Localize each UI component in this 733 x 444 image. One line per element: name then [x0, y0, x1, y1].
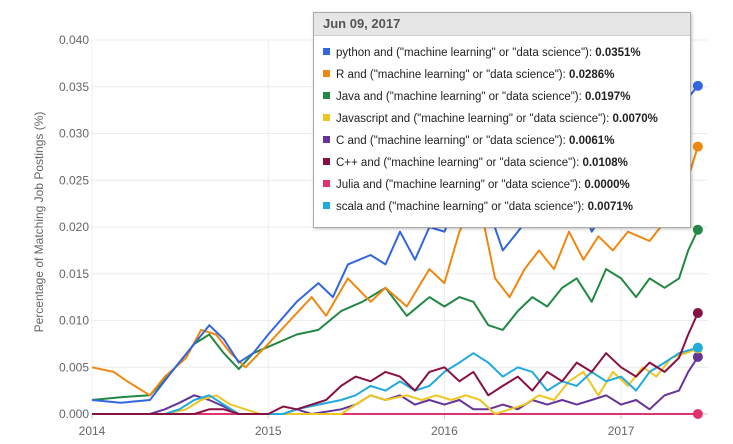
legend-swatch [323, 114, 330, 121]
legend-swatch [323, 92, 330, 99]
tooltip-series-value: 0.0286% [569, 69, 615, 81]
tooltip-series-label: C and ("machine learning" or "data scien… [336, 135, 570, 147]
tooltip-series-label: R and ("machine learning" or "data scien… [336, 69, 570, 81]
series-end-point [692, 308, 703, 319]
tooltip-series-label: Julia and ("machine learning" or "data s… [336, 179, 585, 191]
legend-swatch [323, 158, 330, 165]
tooltip-series-value: 0.0351% [595, 47, 641, 59]
series-line [91, 146, 699, 397]
legend-swatch [323, 70, 330, 77]
x-tick-label: 2015 [255, 424, 282, 438]
tooltip-row: C++ and ("machine learning" or "data sci… [323, 155, 628, 171]
tooltip-row: Julia and ("machine learning" or "data s… [323, 177, 630, 193]
tooltip-series-value: 0.0061% [569, 135, 615, 147]
tooltip-row: C and ("machine learning" or "data scien… [323, 133, 614, 149]
tooltip-row: scala and ("machine learning" or "data s… [323, 199, 633, 215]
tooltip-series-label: C++ and ("machine learning" or "data sci… [336, 157, 583, 169]
series-end-point [692, 224, 703, 235]
series-end-point [692, 80, 703, 91]
y-tick-label: 0.005 [59, 360, 89, 374]
tooltip-series-label: Javascript and ("machine learning" or "d… [336, 113, 613, 125]
series-end-point [692, 351, 703, 362]
tooltip-series-value: 0.0070% [612, 113, 658, 125]
tooltip-date: Jun 09, 2017 [314, 13, 690, 36]
series-lines [91, 85, 699, 415]
y-tick-label: 0.015 [59, 267, 89, 281]
y-tick-label: 0.030 [59, 127, 89, 141]
tooltip-series-value: 0.0108% [582, 157, 628, 169]
series-line [92, 347, 699, 415]
series-end-point [692, 141, 703, 152]
y-tick-label: 0.020 [59, 220, 89, 234]
tooltip-series-value: 0.0197% [585, 91, 631, 103]
y-axis-ticks: 0.000 0.005 0.010 0.015 0.020 0.025 0.030 0.035… [59, 33, 89, 421]
x-axis-ticks: 2014 2015 2016 2017 [79, 424, 635, 438]
y-tick-label: 0.040 [59, 33, 89, 47]
x-tick-label: 2017 [608, 424, 635, 438]
y-tick-label: 0.035 [59, 80, 89, 94]
series-end-points [692, 80, 703, 419]
legend-swatch [323, 202, 330, 209]
tooltip-row: Javascript and ("machine learning" or "d… [323, 111, 658, 127]
y-tick-label: 0.025 [59, 173, 89, 187]
tooltip-series-label: Java and ("machine learning" or "data sc… [336, 91, 586, 103]
legend-swatch [323, 180, 330, 187]
tooltip-series-value: 0.0000% [584, 179, 630, 191]
tooltip-series-label: scala and ("machine learning" or "data s… [336, 201, 588, 213]
series-end-point [692, 409, 703, 419]
tooltip-series-label: python and ("machine learning" or "data … [336, 47, 596, 59]
y-tick-label: 0.010 [59, 314, 89, 328]
series-line [92, 346, 699, 415]
hover-tooltip: Jun 09, 2017 python and ("machine learni… [313, 12, 691, 228]
y-axis-label: Percentage of Matching Job Postings (%) [32, 112, 46, 333]
x-tick-label: 2014 [79, 424, 106, 438]
x-tick-label: 2016 [431, 424, 458, 438]
legend-swatch [323, 48, 330, 55]
series-line [92, 312, 699, 415]
tooltip-row: python and ("machine learning" or "data … [323, 45, 641, 61]
y-tick-label: 0.000 [59, 407, 89, 421]
legend-swatch [323, 136, 330, 143]
series-line [92, 356, 699, 415]
series-line [91, 229, 699, 401]
tooltip-series-value: 0.0071% [587, 201, 633, 213]
tooltip-row: Java and ("machine learning" or "data sc… [323, 89, 630, 105]
tooltip-row: R and ("machine learning" or "data scien… [323, 67, 614, 83]
series-end-point [692, 342, 703, 353]
